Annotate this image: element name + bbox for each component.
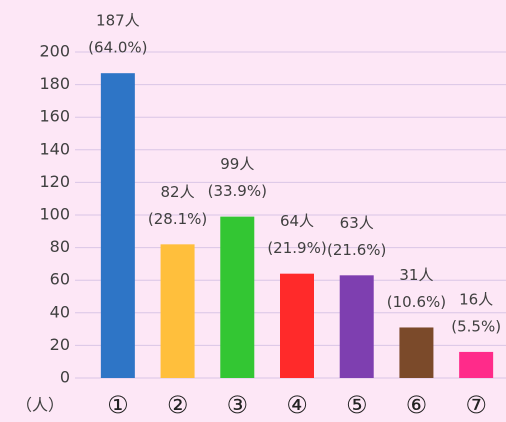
value-label: 187人 — [96, 12, 140, 30]
y-tick-label: 80 — [50, 237, 70, 256]
y-tick-label: 100 — [39, 205, 70, 224]
value-label: 64人 — [280, 212, 314, 230]
value-label: 63人 — [340, 214, 374, 232]
share-label: (10.6%) — [387, 293, 446, 311]
value-label: 82人 — [161, 183, 195, 201]
x-tick-label: ① — [107, 391, 129, 419]
y-tick-label: 40 — [50, 302, 70, 321]
share-label: (64.0%) — [88, 39, 147, 57]
y-tick-label: 200 — [39, 42, 70, 61]
share-label: (33.9%) — [208, 182, 267, 200]
bar — [220, 216, 255, 378]
y-tick-label: 0 — [60, 368, 70, 387]
y-tick-label: 160 — [39, 107, 70, 126]
value-label: 31人 — [399, 266, 433, 284]
x-tick-label: ④ — [286, 391, 308, 419]
x-tick-label: ③ — [227, 391, 249, 419]
bar — [459, 351, 494, 378]
bar — [339, 275, 374, 378]
y-tick-label: 120 — [39, 172, 70, 191]
share-label: (21.9%) — [267, 239, 326, 257]
bar — [160, 244, 195, 378]
x-tick-label: ② — [167, 391, 189, 419]
y-tick-label: 20 — [50, 335, 70, 354]
x-tick-label: ⑦ — [465, 391, 487, 419]
y-unit-label: （人） — [16, 396, 64, 415]
x-tick-label: ⑤ — [346, 391, 368, 419]
y-tick-label: 60 — [50, 270, 70, 289]
value-label: 16人 — [459, 290, 493, 308]
x-tick-label: ⑥ — [406, 391, 428, 419]
share-label: (5.5%) — [451, 317, 501, 335]
bar — [399, 327, 434, 378]
bar — [100, 73, 135, 378]
bar — [280, 273, 314, 378]
share-label: (21.6%) — [327, 241, 386, 259]
y-tick-label: 140 — [39, 139, 70, 158]
share-label: (28.1%) — [148, 210, 207, 228]
value-label: 99人 — [220, 155, 254, 173]
y-tick-label: 180 — [39, 74, 70, 93]
